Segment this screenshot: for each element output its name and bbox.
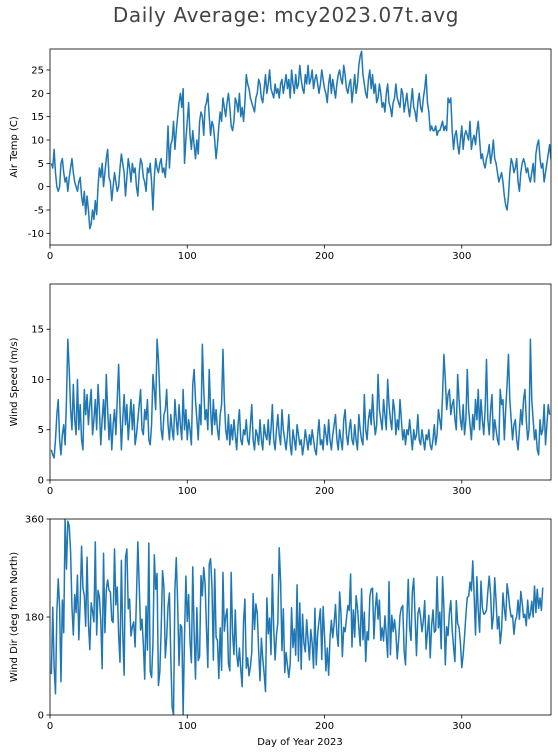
x-tick-label: 100 (178, 721, 197, 732)
x-tick-label: 300 (452, 251, 471, 262)
y-tick-label: -5 (34, 206, 44, 217)
x-axis-label: Day of Year 2023 (257, 737, 343, 748)
y-tick-label: 10 (31, 375, 44, 386)
axes-frame (49, 283, 552, 481)
y-tick-label: 5 (38, 159, 44, 170)
y-tick-label: 0 (38, 476, 44, 487)
y-tick-label: 10 (31, 136, 44, 147)
y-tick-label: 25 (31, 66, 44, 77)
y-tick-label: 180 (25, 613, 44, 624)
y-tick-label: 15 (31, 112, 44, 123)
x-tick-label: 100 (178, 486, 197, 497)
y-tick-label: 20 (31, 89, 44, 100)
axes-frame (49, 48, 552, 246)
x-tick-label: 100 (178, 251, 197, 262)
y-tick-label: 360 (25, 515, 44, 526)
x-tick-label: 200 (315, 486, 334, 497)
panel-air-temp: 0 100 200 300 -10 -5 0 5 10 15 20 25 Air Temp (C) (9, 48, 552, 262)
x-tick-label: 200 (315, 721, 334, 732)
panel-wind-speed: 0 100 200 300 0 5 10 15 Wind Speed (m/s) (9, 283, 552, 497)
chart-title: Daily Average: mcy2023.07t.avg (113, 3, 459, 27)
y-axis-label: Wind Speed (m/s) (9, 337, 20, 426)
y-axis-label: Wind Dir (deg from North) (9, 552, 20, 682)
y-axis-label: Air Temp (C) (9, 116, 20, 178)
y-tick-label: 5 (38, 425, 44, 436)
x-tick-label: 0 (47, 486, 53, 497)
series-line (50, 50, 551, 230)
x-tick-label: 300 (452, 721, 471, 732)
x-tick-label: 300 (452, 486, 471, 497)
series-line (50, 519, 544, 715)
y-tick-label: 0 (38, 182, 44, 193)
y-tick-label: 0 (38, 711, 44, 722)
x-tick-label: 0 (47, 721, 53, 732)
y-tick-label: 15 (31, 325, 44, 336)
x-tick-label: 0 (47, 251, 53, 262)
panel-wind-dir: 0 100 200 300 0 180 360 Wind Dir (deg from Nort… (9, 515, 552, 732)
x-tick-label: 200 (315, 251, 334, 262)
y-tick-label: -10 (28, 229, 44, 240)
series-line (50, 338, 551, 459)
